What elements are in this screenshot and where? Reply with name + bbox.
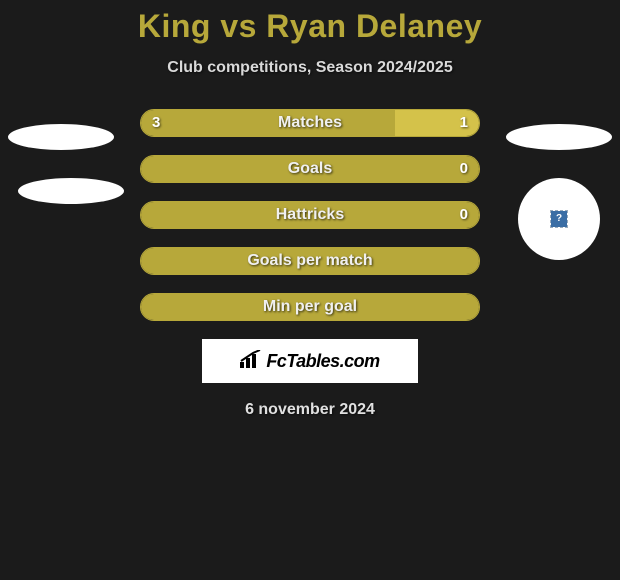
chart-row: Goals per match — [0, 247, 620, 275]
chart-row: 0Goals — [0, 155, 620, 183]
brand-chart-icon — [240, 350, 262, 373]
generation-date: 6 november 2024 — [0, 401, 620, 419]
page-title: King vs Ryan Delaney — [0, 0, 620, 45]
comparison-chart: 31Matches 0Goals 0Hattricks Goals per match… — [0, 109, 620, 321]
page-subtitle: Club competitions, Season 2024/2025 — [0, 59, 620, 77]
brand-badge: FcTables.com — [202, 339, 418, 383]
brand-text: FcTables.com — [266, 351, 379, 372]
chart-row: 0Hattricks — [0, 201, 620, 229]
metric-label: Hattricks — [140, 201, 480, 229]
metric-label: Goals per match — [140, 247, 480, 275]
metric-label: Matches — [140, 109, 480, 137]
chart-row: Min per goal — [0, 293, 620, 321]
chart-row: 31Matches — [0, 109, 620, 137]
metric-label: Goals — [140, 155, 480, 183]
metric-label: Min per goal — [140, 293, 480, 321]
